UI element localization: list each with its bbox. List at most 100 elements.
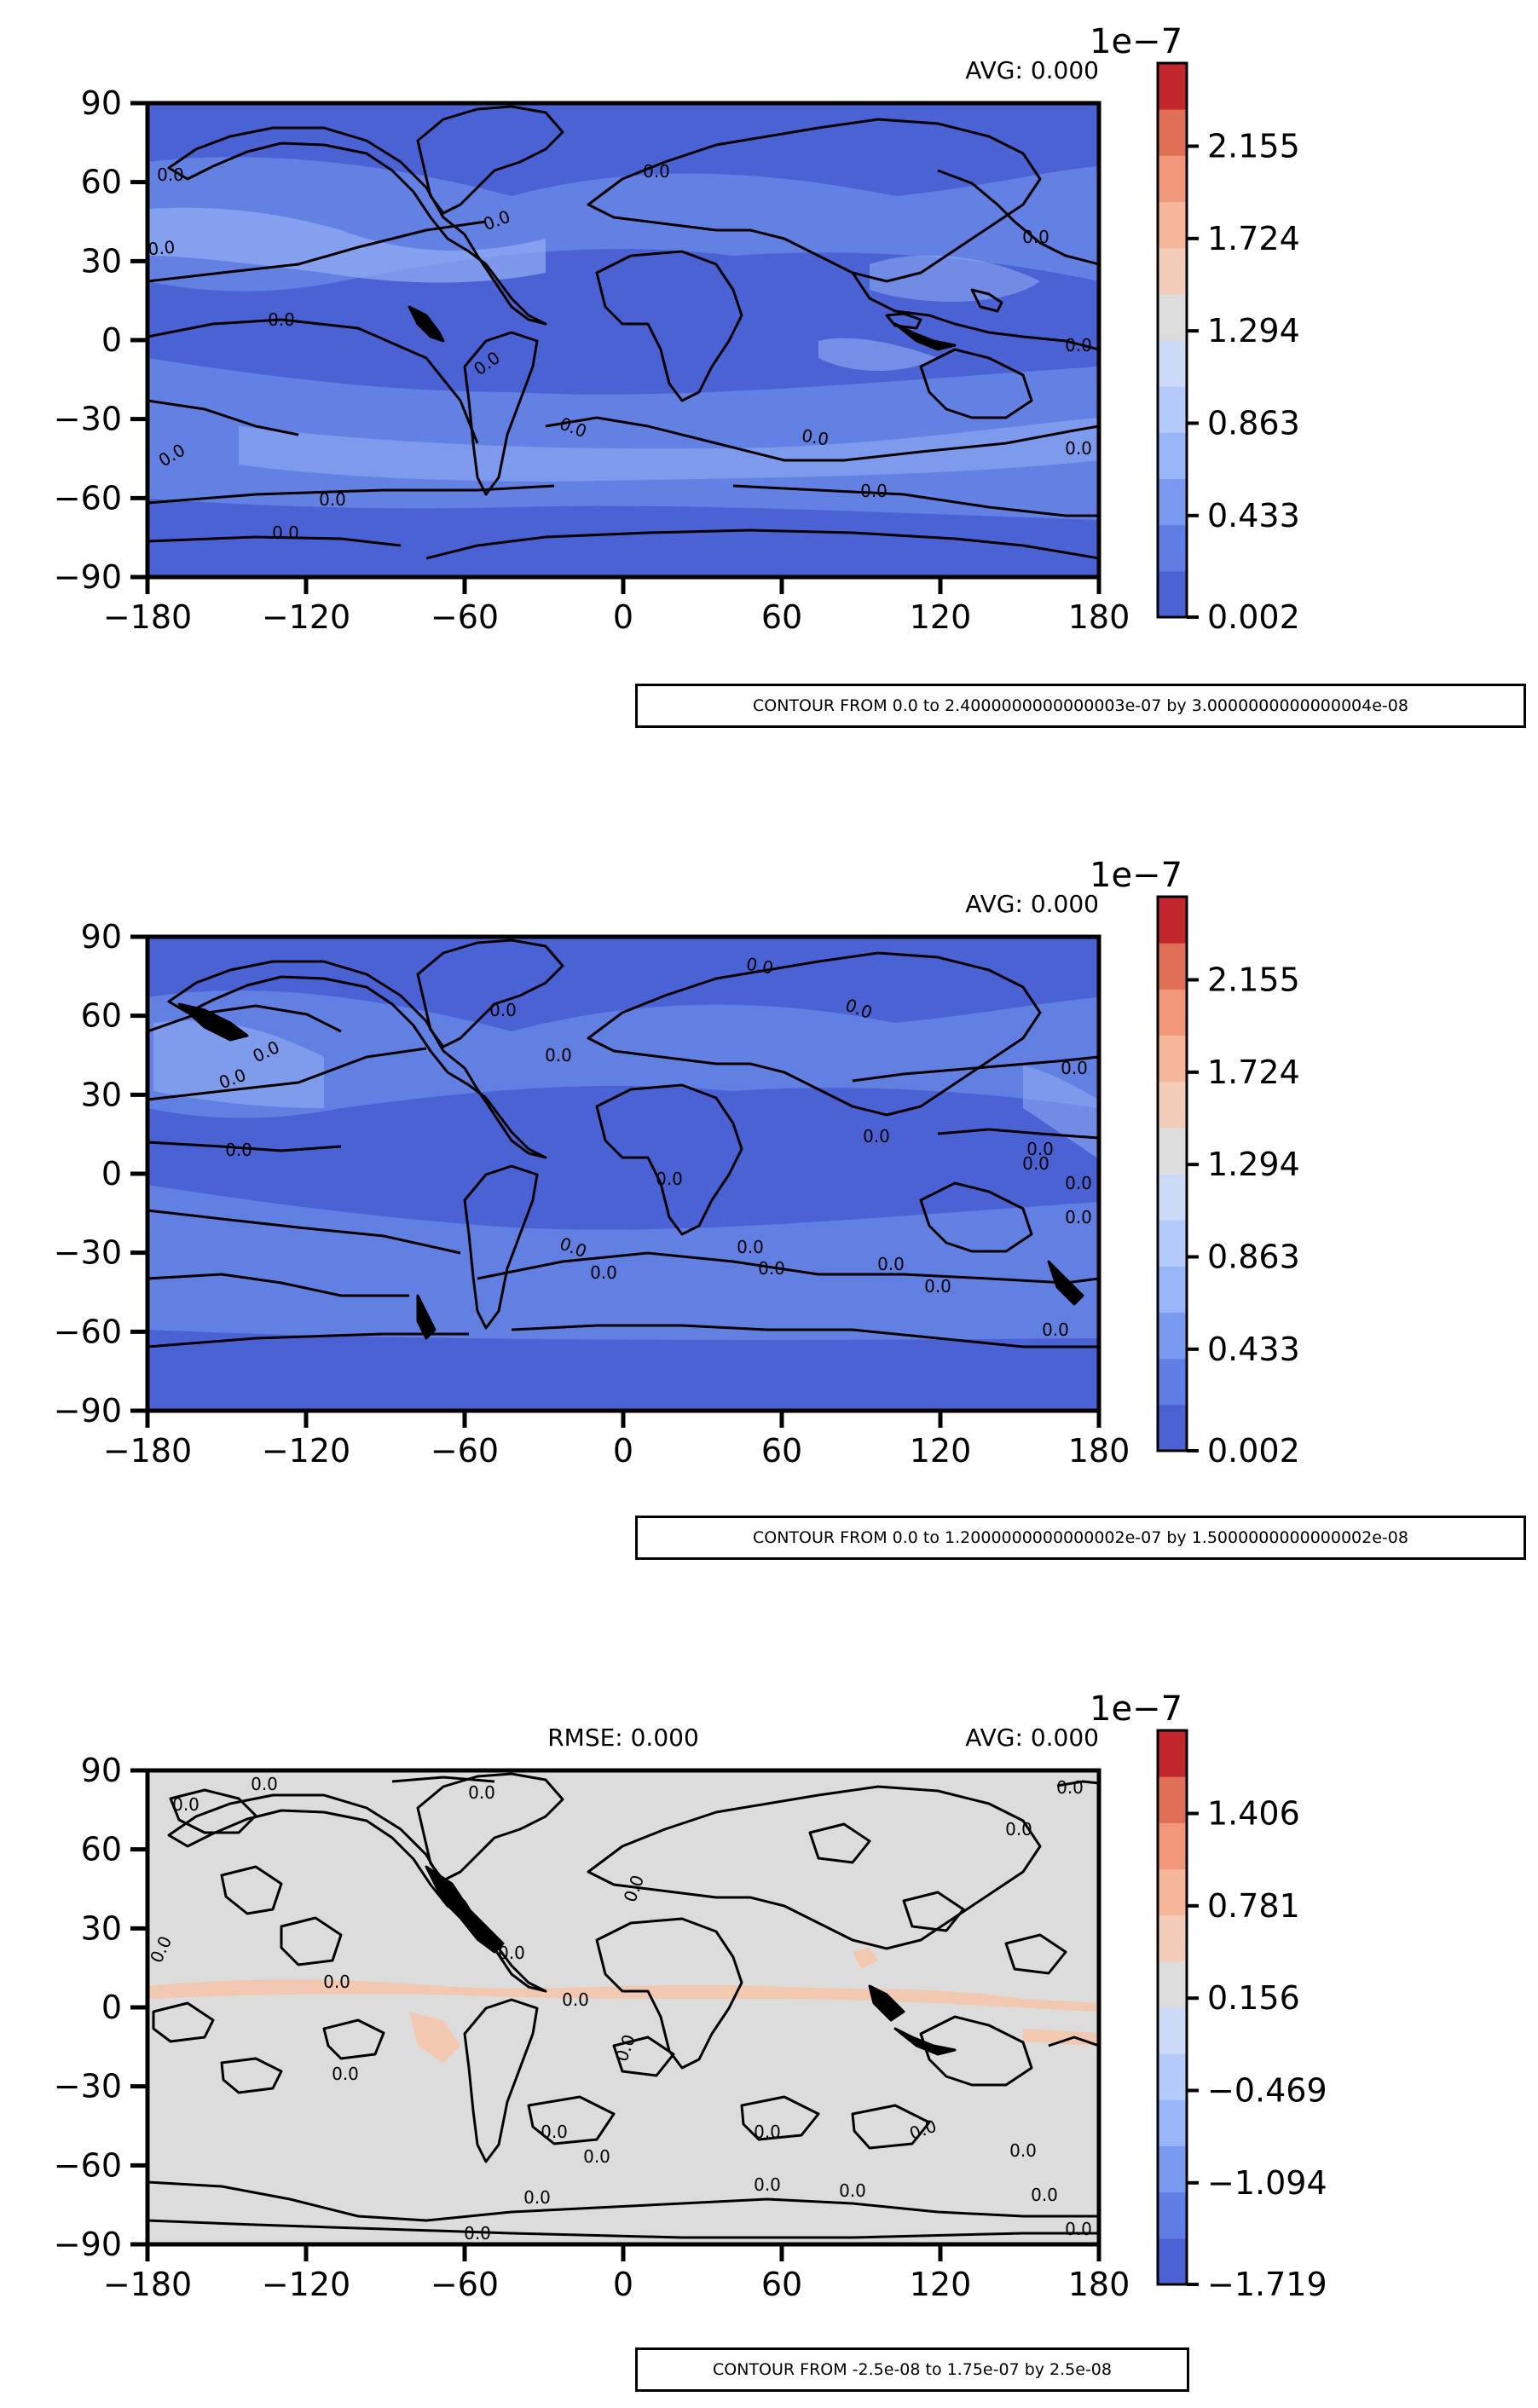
contour-label: 0.0 bbox=[1031, 2185, 1058, 2205]
colorbar-swatch bbox=[1158, 989, 1187, 1036]
avg-label-1: AVG: 0.000 bbox=[965, 56, 1099, 84]
colorbar-tick-label: −0.469 bbox=[1207, 2072, 1327, 2110]
contour-label: 0.0 bbox=[1022, 227, 1049, 247]
colorbar-swatch bbox=[1158, 1822, 1187, 1869]
colorbar-swatch bbox=[1158, 432, 1187, 479]
contour-label: 0.0 bbox=[744, 954, 774, 979]
colorbar-tick-label: 1.294 bbox=[1207, 312, 1300, 349]
colorbar-swatch bbox=[1158, 2099, 1187, 2146]
contour-label: 0.0 bbox=[1065, 2219, 1092, 2239]
colorbar-swatch bbox=[1158, 1730, 1187, 1777]
x-tick-label: −120 bbox=[262, 2266, 350, 2303]
colorbar-swatch bbox=[1158, 570, 1187, 618]
colorbar-swatch bbox=[1158, 386, 1187, 433]
colorbar-swatch bbox=[1158, 63, 1187, 110]
colorbar-swatch bbox=[1158, 897, 1187, 944]
colorbar-tick-label: 0.156 bbox=[1207, 1979, 1300, 2017]
y-tick-label: −90 bbox=[54, 1392, 122, 1429]
colorbar-swatch bbox=[1158, 1266, 1187, 1313]
x-tick-label: 0 bbox=[613, 2266, 633, 2303]
contour-label: 0.0 bbox=[656, 1169, 683, 1189]
y-tick-label: 90 bbox=[81, 84, 122, 122]
contour-label: 0.0 bbox=[863, 1126, 890, 1146]
x-axis-1: −180 −120 −60 0 60 120 180 bbox=[103, 577, 1130, 636]
y-tick-label: −60 bbox=[54, 479, 122, 517]
x-tick-label: 180 bbox=[1068, 598, 1130, 636]
contour-label: 0.0 bbox=[737, 1237, 764, 1257]
y-axis-1: 90 60 30 0 −30 −60 −90 bbox=[54, 84, 147, 596]
colorbar-tick-label: 0.433 bbox=[1207, 1331, 1300, 1368]
x-tick-label: 120 bbox=[910, 598, 972, 636]
y-tick-label: 90 bbox=[81, 918, 122, 956]
colorbar-tick-label: 0.863 bbox=[1207, 1239, 1300, 1276]
colorbar-swatch bbox=[1158, 1081, 1187, 1129]
colorbar-swatch bbox=[1158, 247, 1187, 295]
x-tick-label: −180 bbox=[103, 598, 192, 636]
contour-label: 0.0 bbox=[489, 1000, 517, 1020]
y-axis-3: 90 60 30 0 −30 −60 −90 bbox=[54, 1752, 147, 2263]
map-field-1 bbox=[147, 103, 1099, 577]
colorbar-tick-label: 1.406 bbox=[1207, 1795, 1300, 1833]
x-tick-label: 120 bbox=[910, 2266, 972, 2303]
colorbar-tick-label: −1.719 bbox=[1207, 2266, 1327, 2303]
avg-label-2: AVG: 0.000 bbox=[965, 890, 1099, 918]
colorbar-swatch bbox=[1158, 340, 1187, 387]
colorbar-swatch bbox=[1158, 2145, 1187, 2193]
contour-label: 0.0 bbox=[1042, 1319, 1069, 1340]
contour-label: 0.0 bbox=[754, 2174, 781, 2195]
x-tick-label: −60 bbox=[431, 1432, 499, 1470]
y-tick-label: 30 bbox=[81, 242, 122, 280]
y-tick-label: −60 bbox=[54, 2146, 122, 2184]
contour-label: 0.0 bbox=[1065, 438, 1092, 459]
coastlines-1 bbox=[147, 105, 1099, 560]
contour-label: 0.0 bbox=[541, 2122, 568, 2142]
contour-label: 0.0 bbox=[583, 2146, 610, 2167]
y-tick-label: −30 bbox=[54, 401, 122, 438]
colorbar-swatch bbox=[1158, 1127, 1187, 1175]
contour-label: 0.0 bbox=[272, 523, 299, 543]
contour-label: 0.0 bbox=[860, 481, 888, 501]
y-tick-label: −30 bbox=[54, 1234, 122, 1272]
contour-label: 0.0 bbox=[1065, 1207, 1092, 1227]
colorbar-swatch bbox=[1158, 1220, 1187, 1267]
contour-label: 0.0 bbox=[523, 2187, 551, 2208]
x-tick-label: −120 bbox=[262, 1432, 350, 1470]
contour-label: 0.0 bbox=[1056, 1777, 1084, 1798]
colorbar-tick-label: 1.724 bbox=[1207, 220, 1300, 257]
y-tick-label: −30 bbox=[54, 2068, 122, 2105]
contour-label: 0.0 bbox=[800, 425, 830, 450]
y-tick-label: 0 bbox=[101, 1989, 122, 2026]
colorbar-offset-label: 1e−7 bbox=[1090, 22, 1182, 61]
x-tick-label: 180 bbox=[1068, 2266, 1130, 2303]
colorbar-tick-label: 0.433 bbox=[1207, 497, 1300, 534]
contour-note-3: CONTOUR FROM -2.5e-08 to 1.75e-07 by 2.5… bbox=[635, 2347, 1189, 2392]
contour-label: 0.0 bbox=[924, 1276, 951, 1296]
y-tick-label: 0 bbox=[101, 321, 122, 359]
x-tick-label: −60 bbox=[431, 598, 499, 636]
contour-labels-2: 0.00.00.00.00.00.00.00.0 0.00.00.00.00.00… bbox=[217, 954, 1092, 1340]
contour-note-1: CONTOUR FROM 0.0 to 2.4000000000000003e-… bbox=[635, 684, 1526, 728]
y-tick-label: −90 bbox=[54, 2226, 122, 2263]
contour-label: 0.0 bbox=[839, 2180, 866, 2201]
colorbar-frame bbox=[1156, 61, 1188, 619]
contour-label: 0.0 bbox=[643, 161, 670, 182]
colorbar-swatch bbox=[1158, 943, 1187, 990]
colorbar-tick-label: 2.155 bbox=[1207, 961, 1300, 999]
colorbar-swatch bbox=[1158, 1358, 1187, 1406]
contour-label: 0.0 bbox=[147, 237, 176, 260]
colorbar-swatch bbox=[1158, 1914, 1187, 1962]
contour-label: 0.0 bbox=[332, 2064, 359, 2084]
x-tick-label: 120 bbox=[910, 1432, 972, 1470]
colorbar-tick-label: 0.781 bbox=[1207, 1887, 1300, 1925]
contour-label: 0.0 bbox=[464, 2223, 491, 2243]
coastlines-2 bbox=[147, 938, 1099, 1348]
x-tick-label: 60 bbox=[761, 598, 802, 636]
contour-label: 0.0 bbox=[1065, 335, 1092, 355]
colorbar-swatch bbox=[1158, 2191, 1187, 2239]
avg-label-3: AVG: 0.000 bbox=[965, 1724, 1099, 1752]
x-tick-label: 60 bbox=[761, 2266, 802, 2303]
colorbar-swatch bbox=[1158, 1960, 1187, 2008]
colorbar-frame bbox=[1156, 1729, 1188, 2286]
x-tick-label: 0 bbox=[613, 598, 633, 636]
